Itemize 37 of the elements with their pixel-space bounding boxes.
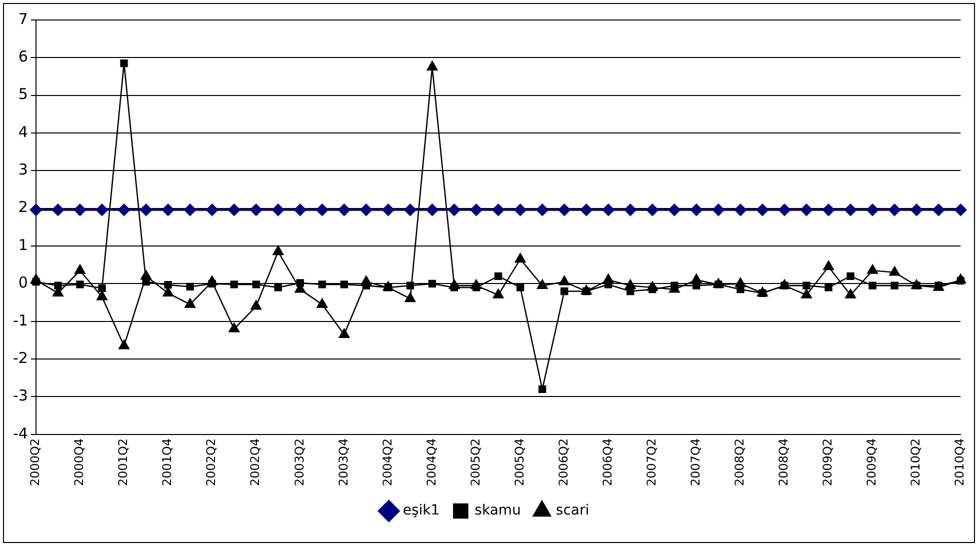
x-tick-label: 2002Q2 [204, 438, 218, 486]
legend-label: scari [556, 502, 590, 519]
x-tick-label: 2004Q2 [380, 438, 394, 486]
x-tick-label: 2000Q4 [72, 438, 86, 486]
x-tick-label: 2001Q2 [116, 438, 130, 486]
x-tick-label: 2004Q4 [424, 438, 438, 486]
x-tick-label: 2005Q4 [512, 438, 526, 486]
y-tick-label: -4 [12, 424, 28, 442]
x-tick-label: 2007Q4 [688, 438, 703, 486]
x-tick-label: 2003Q2 [292, 438, 306, 486]
y-tick-label: 3 [18, 160, 28, 179]
y-tick-label: 1 [18, 236, 28, 254]
x-tick-label: 2009Q4 [864, 438, 879, 486]
x-tick-label: 2003Q4 [336, 438, 350, 486]
legend-label: eşik1 [402, 502, 440, 519]
y-tick-label: 0 [18, 274, 28, 292]
x-tick-label: 2009Q2 [820, 438, 835, 486]
x-tick-label: 2008Q2 [732, 438, 747, 486]
x-tick-label: 2008Q4 [776, 438, 791, 486]
x-tick-label: 2010Q4 [952, 438, 967, 486]
x-tick-label: 2000Q2 [28, 438, 42, 486]
x-tick-label: 2001Q4 [160, 438, 174, 486]
y-tick-label: -3 [12, 386, 28, 405]
y-tick-label: 2 [18, 198, 28, 216]
x-tick-label: 2002Q4 [248, 438, 262, 486]
x-tick-label: 2006Q4 [600, 438, 614, 486]
legend-label: skamu [474, 502, 521, 519]
x-tick-label: 2007Q2 [644, 438, 659, 486]
x-tick-label: 2010Q2 [908, 438, 923, 486]
y-tick-label: -2 [12, 348, 28, 367]
y-tick-label: 4 [18, 122, 28, 141]
y-tick-label: 7 [18, 10, 28, 28]
y-tick-label: -1 [12, 311, 28, 330]
y-tick-label: 6 [18, 48, 28, 66]
x-tick-label: 2006Q2 [556, 438, 570, 486]
x-tick-label: 2005Q2 [468, 438, 482, 486]
y-tick-label: 5 [18, 85, 28, 104]
